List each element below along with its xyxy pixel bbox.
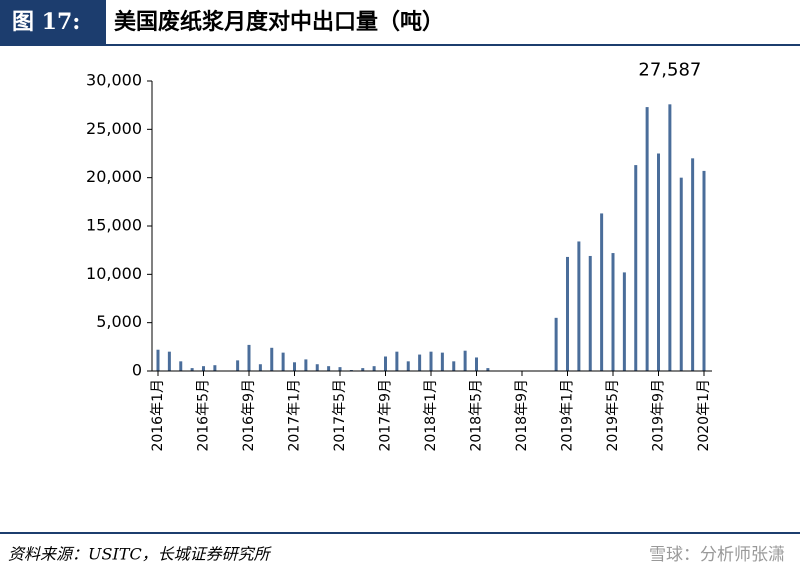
bar: [236, 360, 240, 371]
x-tick-label: 2018年9月: [514, 379, 530, 452]
bar: [554, 317, 558, 371]
bar: [463, 350, 467, 371]
bar: [600, 213, 604, 371]
bar: [258, 364, 262, 371]
bar: [406, 361, 410, 371]
bar: [622, 272, 626, 371]
x-tick-label: 2017年1月: [287, 379, 303, 452]
bar: [372, 366, 376, 371]
figure-label: 图 17:: [12, 9, 80, 35]
y-tick-label: 15,000: [86, 216, 142, 235]
bar: [338, 367, 342, 371]
y-tick-label: 30,000: [86, 71, 142, 90]
bar: [486, 368, 490, 371]
bar: [327, 366, 331, 371]
bar: [315, 364, 319, 371]
x-tick-label: 2016年9月: [241, 379, 257, 452]
bar: [167, 351, 171, 371]
bar: [429, 351, 433, 371]
x-tick-label: 2018年5月: [469, 379, 485, 452]
bar: [395, 351, 399, 371]
x-tick-label: 2017年9月: [378, 379, 394, 452]
bar: [293, 362, 296, 371]
bar: [702, 170, 706, 371]
y-tick-label: 0: [132, 361, 142, 380]
source: 资料来源：USITC，长城证券研究所: [8, 545, 273, 564]
bar: [202, 366, 205, 371]
x-tick-label: 2017年5月: [332, 379, 348, 452]
value-label: 27,587: [638, 59, 701, 80]
bar: [566, 256, 569, 371]
x-tick-label: 2018年1月: [423, 379, 439, 452]
bar: [679, 177, 683, 371]
y-tick-label: 20,000: [86, 167, 142, 186]
bar: [588, 255, 592, 371]
bar: [440, 352, 444, 371]
bar: [668, 104, 672, 371]
bar: [179, 361, 183, 371]
y-tick-label: 25,000: [86, 119, 142, 138]
bar: [213, 365, 217, 371]
x-tick-label: 2016年1月: [150, 379, 166, 452]
bar: [418, 354, 422, 371]
bar: [611, 253, 615, 371]
bar: [577, 241, 581, 371]
bar: [247, 344, 251, 371]
bar: [475, 357, 478, 371]
bar: [270, 347, 274, 371]
watermark: 雪球：分析师张潇: [649, 545, 785, 565]
bar: [452, 361, 456, 371]
bar: [190, 368, 194, 371]
bar: [691, 158, 695, 371]
label-box: [0, 0, 106, 44]
bar: [281, 352, 285, 371]
x-tick-label: 2019年1月: [560, 379, 576, 452]
x-tick-label: 2019年5月: [605, 379, 621, 452]
x-tick-label: 2019年9月: [651, 379, 667, 452]
bar: [361, 368, 365, 371]
bar: [657, 153, 660, 371]
y-tick-label: 5,000: [96, 312, 142, 331]
bar: [634, 165, 638, 371]
bar: [156, 349, 160, 371]
y-tick-label: 10,000: [86, 264, 142, 283]
bar: [645, 107, 649, 371]
bar: [304, 359, 308, 371]
x-tick-label: 2020年1月: [696, 379, 712, 452]
x-tick-label: 2016年5月: [196, 379, 212, 452]
chart-title: 美国废纸浆月度对中出口量（吨）: [114, 9, 444, 35]
bar: [384, 356, 387, 371]
